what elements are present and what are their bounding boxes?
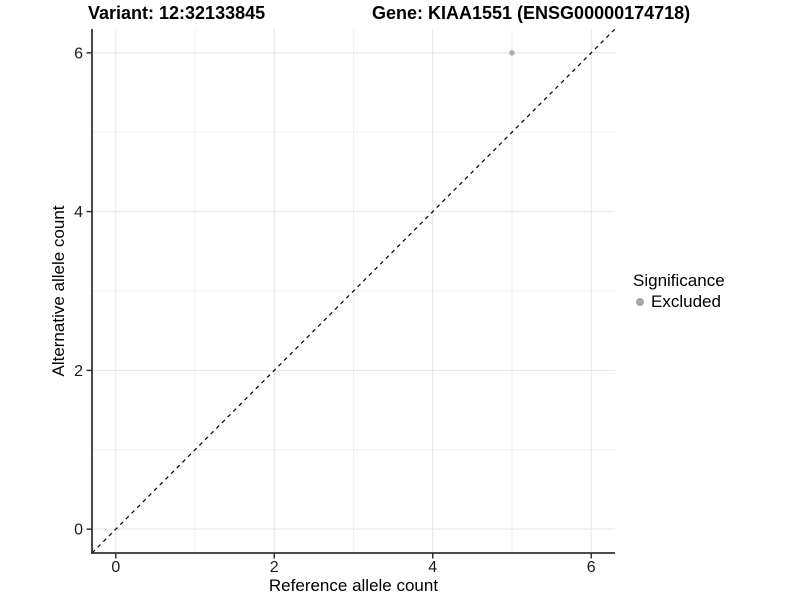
- y-tick-label: 2: [74, 363, 83, 380]
- legend-item-label: Excluded: [651, 292, 721, 311]
- x-tick-label: 4: [428, 559, 437, 576]
- plot-title-variant: Variant: 12:32133845: [88, 3, 266, 23]
- x-axis-title: Reference allele count: [268, 576, 439, 595]
- x-tick-label: 6: [587, 559, 596, 576]
- y-tick-label: 6: [74, 45, 83, 62]
- legend-point-icon: [636, 298, 644, 306]
- y-axis-title: Alternative allele count: [49, 205, 68, 377]
- data-point: [509, 50, 515, 56]
- legend-title: Significance: [633, 271, 725, 290]
- x-tick-label: 0: [111, 559, 120, 576]
- identity-reference-line: [91, 28, 616, 554]
- y-tick-label: 0: [74, 522, 83, 539]
- plot-title-gene: Gene: KIAA1551 (ENSG00000174718): [372, 3, 691, 23]
- x-tick-label: 2: [270, 559, 279, 576]
- y-tick-label: 4: [74, 204, 83, 221]
- legend: Significance Excluded: [633, 271, 725, 312]
- legend-item-excluded: Excluded: [633, 292, 725, 312]
